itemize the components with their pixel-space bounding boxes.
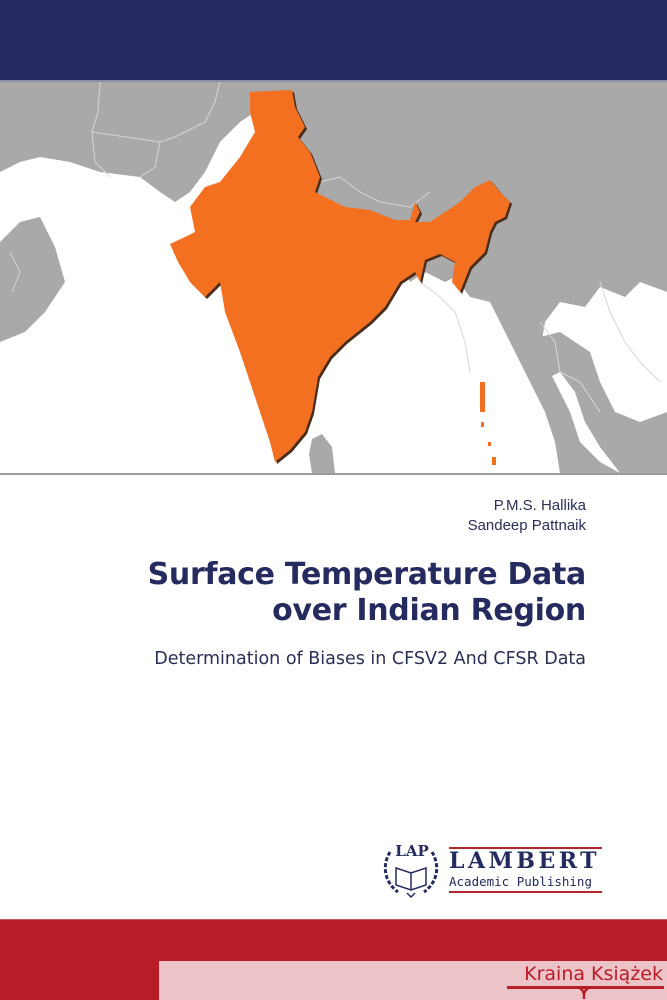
map-india <box>170 90 510 462</box>
open-book-icon <box>575 987 593 999</box>
cover-map-india <box>0 82 667 473</box>
authors-block: P.M.S. Hallika Sandeep Pattnaik <box>468 496 586 536</box>
publisher-tagline: Academic Publishing <box>449 874 592 889</box>
laurel-book-icon <box>383 851 439 898</box>
book-subtitle: Determination of Biases in CFSV2 And CFS… <box>154 649 586 669</box>
book-title: Surface Temperature Data over Indian Reg… <box>147 557 587 629</box>
book-title-line-1: Surface Temperature Data <box>147 557 587 592</box>
logo-bottom-rule <box>449 891 602 893</box>
map-bottom-rule <box>0 473 667 475</box>
publisher-name: LAMBERT <box>449 848 601 874</box>
map-land-sri-lanka <box>309 434 335 473</box>
logo-top-rule <box>449 847 602 849</box>
map-land-arabia <box>0 217 65 342</box>
author-2: Sandeep Pattnaik <box>467 517 586 534</box>
book-title-line-2: over Indian Region <box>272 593 586 628</box>
top-band-edge <box>0 80 667 82</box>
author-1: P.M.S. Hallika <box>493 497 586 514</box>
map-land-north <box>0 82 667 473</box>
logo-emblem-text: LAP <box>395 842 429 860</box>
watermark-text: Kraina Książek <box>524 963 663 985</box>
publisher-logo: LAP LAMBERT Academic Publishing <box>380 840 602 900</box>
top-color-band <box>0 0 667 80</box>
watermark-box: Kraina Książek <box>159 961 667 1000</box>
watermark-underline <box>507 986 664 989</box>
map-andaman-islands <box>480 382 485 412</box>
